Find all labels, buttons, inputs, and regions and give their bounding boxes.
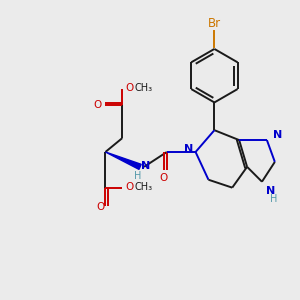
- Text: CH₃: CH₃: [134, 82, 152, 93]
- Text: O: O: [125, 82, 134, 93]
- Text: H: H: [270, 194, 278, 203]
- Text: O: O: [93, 100, 102, 110]
- Text: O: O: [96, 202, 105, 212]
- Text: CH₃: CH₃: [134, 182, 152, 192]
- Text: N: N: [273, 130, 282, 140]
- Text: H: H: [134, 171, 142, 181]
- Text: N: N: [266, 186, 275, 196]
- Polygon shape: [105, 152, 141, 169]
- Text: Br: Br: [208, 17, 221, 30]
- Text: O: O: [125, 182, 134, 192]
- Text: N: N: [141, 161, 150, 171]
- Text: O: O: [160, 173, 168, 183]
- Text: N: N: [184, 144, 193, 154]
